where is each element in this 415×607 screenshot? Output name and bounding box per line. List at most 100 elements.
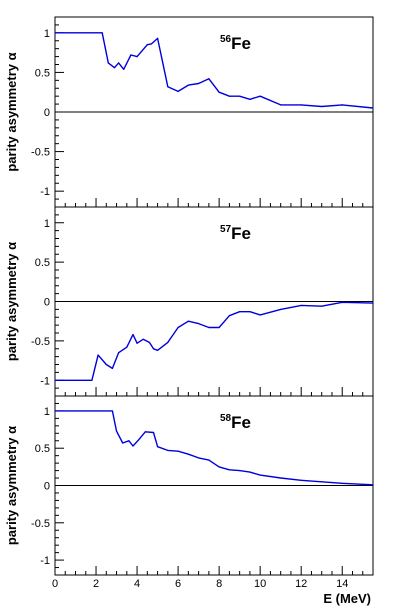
data-point <box>105 363 107 366</box>
data-point <box>187 84 189 86</box>
y-tick-label: 1 <box>44 406 50 418</box>
y-tick-label: -1 <box>40 186 50 198</box>
x-tick-label: 8 <box>216 578 222 590</box>
data-point <box>259 314 261 316</box>
x-tick-label: 0 <box>52 578 58 590</box>
data-point <box>142 338 144 340</box>
data-point <box>259 474 261 476</box>
y-tick-label: -1 <box>40 555 50 567</box>
y-axis-title: parity asymmetry α <box>4 426 19 545</box>
data-point <box>146 44 148 46</box>
data-point <box>218 91 220 93</box>
data-point <box>126 346 128 348</box>
data-point <box>321 305 323 307</box>
data-point <box>280 104 282 106</box>
data-point <box>228 469 230 471</box>
data-point <box>130 54 132 56</box>
data-point <box>372 484 374 486</box>
data-point <box>249 471 251 473</box>
data-point <box>150 43 153 45</box>
data-point <box>187 453 189 455</box>
data-point <box>341 104 343 106</box>
data-point <box>54 410 56 412</box>
data-point <box>177 326 179 329</box>
data-point <box>132 445 134 447</box>
data-point <box>167 341 169 344</box>
data-point <box>132 333 134 336</box>
isotope-symbol: Fe <box>231 413 251 432</box>
isotope-mass-number: 58 <box>220 413 232 424</box>
data-point <box>198 457 200 459</box>
data-point <box>177 450 179 452</box>
data-point <box>208 326 210 329</box>
data-point <box>123 68 125 70</box>
x-tick-label: 2 <box>93 578 99 590</box>
panel-57fe: -1 -0.5 0 0.5 1 parity asymmetry α 57Fe <box>4 206 374 397</box>
data-point <box>136 342 138 344</box>
data-point <box>113 67 116 69</box>
data-point <box>280 308 282 310</box>
data-point <box>54 32 56 34</box>
panel-56fe: -1 -0.5 0 0.5 1 parity asymmetry α 56Fe <box>4 16 374 208</box>
y-tick-label: 0 <box>44 107 50 119</box>
isotope-label: 56Fe <box>220 34 251 53</box>
y-tick-label: -0.5 <box>31 518 50 530</box>
data-point <box>115 430 118 432</box>
y-axis-title: parity asymmetry α <box>4 242 19 361</box>
data-point <box>372 302 374 304</box>
data-point <box>144 431 146 433</box>
data-point <box>118 62 120 64</box>
data-point <box>140 51 142 53</box>
data-point <box>128 440 130 442</box>
isotope-mass-number: 57 <box>220 224 232 235</box>
data-point <box>341 301 343 303</box>
data-point <box>156 349 159 351</box>
data-point <box>208 78 210 80</box>
data-point <box>249 98 251 100</box>
series-line <box>55 410 374 486</box>
data-point <box>321 481 323 483</box>
isotope-mass-number: 56 <box>220 34 232 45</box>
data-point <box>152 431 155 434</box>
x-tick-label: 10 <box>254 578 266 590</box>
data-point <box>91 379 93 381</box>
data-point <box>208 459 210 461</box>
data-point <box>136 55 138 58</box>
data-point <box>198 82 200 85</box>
series-line <box>55 32 374 109</box>
data-point <box>122 442 124 444</box>
data-point <box>228 95 230 97</box>
data-point <box>111 367 114 370</box>
series-line <box>55 301 374 381</box>
data-point <box>118 352 120 354</box>
y-tick-label: -0.5 <box>31 336 50 348</box>
x-tick-label: 14 <box>336 578 348 590</box>
data-point <box>187 320 189 322</box>
isotope-label: 58Fe <box>220 413 251 432</box>
isotope-symbol: Fe <box>231 34 251 53</box>
data-point <box>198 322 200 325</box>
x-tick-label: 12 <box>295 578 307 590</box>
data-point <box>97 354 99 356</box>
data-point <box>300 104 302 106</box>
y-tick-label: -0.5 <box>31 147 50 159</box>
y-tick-label: 0 <box>44 481 50 493</box>
y-tick-label: 0.5 <box>35 67 50 79</box>
y-tick-label: 0 <box>44 297 50 309</box>
data-point <box>249 311 251 313</box>
data-point <box>218 326 220 329</box>
x-tick-label: 6 <box>175 578 181 590</box>
x-axis-title: E (MeV) <box>323 591 371 606</box>
data-point <box>152 348 155 350</box>
panel-58fe: -1-0.500.510 2 4 6 8 10 12 14E (MeV)parity asym… <box>4 395 374 606</box>
data-point <box>280 477 282 479</box>
y-tick-label: -1 <box>40 375 50 387</box>
isotope-symbol: Fe <box>231 224 251 243</box>
data-point <box>300 479 302 481</box>
isotope-label: 57Fe <box>220 224 251 243</box>
data-point <box>321 105 323 108</box>
y-tick-label: 0.5 <box>35 443 50 455</box>
data-point <box>138 438 140 440</box>
y-tick-label: 0.5 <box>35 257 50 269</box>
data-point <box>218 466 220 468</box>
